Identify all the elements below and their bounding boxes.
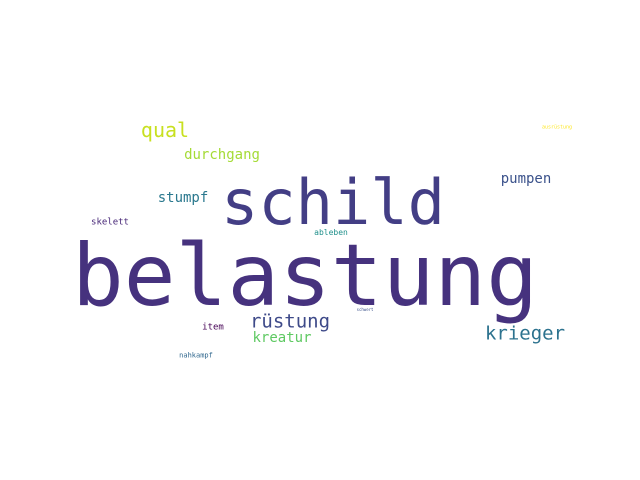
word-krieger: krieger <box>484 322 566 345</box>
word-item: item <box>202 322 224 333</box>
word-ableben: ableben <box>314 228 348 237</box>
word-skelett: skelett <box>91 217 129 228</box>
word-nahkampf: nahkampf <box>179 351 213 360</box>
word-belastung: belastung <box>72 226 538 326</box>
word-qual: qual <box>140 118 190 142</box>
word-pumpen: pumpen <box>500 171 552 187</box>
word-rustung: rüstung <box>249 310 331 333</box>
word-schwert: schwert <box>356 307 374 312</box>
word-stumpf: stumpf <box>157 190 209 206</box>
word-durchgang: durchgang <box>184 147 260 163</box>
word-kreatur: kreatur <box>252 330 312 346</box>
word-schild: schild <box>221 166 445 239</box>
word-ausrustung: ausrüstung <box>541 124 573 131</box>
